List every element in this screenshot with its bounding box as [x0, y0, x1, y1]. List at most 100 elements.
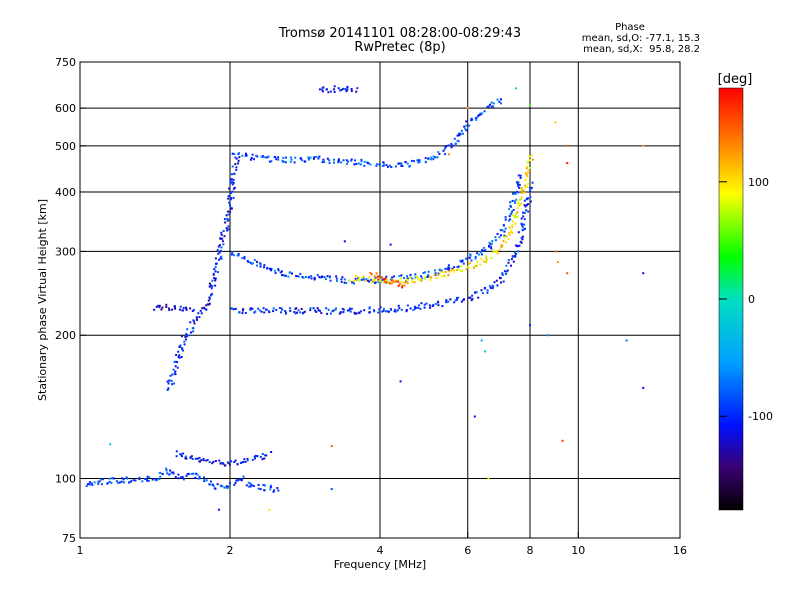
echo-dot	[268, 310, 270, 313]
echo-dot	[245, 154, 247, 157]
echo-dot	[411, 277, 414, 280]
echo-dot	[339, 89, 342, 92]
echo-dot	[509, 201, 512, 204]
echo-dot	[248, 485, 250, 488]
echo-dot	[353, 282, 355, 285]
echo-dot	[294, 312, 297, 315]
echo-dot	[414, 276, 417, 279]
echo-dot	[521, 235, 524, 238]
echo-dot	[401, 286, 404, 289]
echo-dot	[213, 268, 216, 270]
echo-dot	[525, 167, 528, 170]
echo-dot	[379, 306, 382, 309]
echo-dot	[345, 159, 348, 162]
echo-dot	[122, 478, 125, 481]
echo-dot	[438, 268, 441, 271]
echo-dot	[241, 312, 244, 315]
echo-dot	[424, 271, 426, 274]
echo-dot	[307, 156, 310, 159]
echo-dot	[270, 451, 273, 453]
echo-dot	[382, 278, 385, 281]
echo-dot	[332, 309, 335, 312]
echo-dot	[297, 309, 300, 312]
echo-dot	[346, 86, 349, 89]
echo-dot	[231, 181, 234, 183]
echo-dot	[203, 479, 206, 482]
echo-dot	[435, 277, 438, 279]
echo-dot	[398, 283, 401, 286]
point-27	[466, 107, 469, 110]
echo-dot	[492, 102, 495, 105]
echo-dot	[265, 454, 268, 457]
echo-dot	[273, 489, 276, 492]
echo-dot	[208, 302, 211, 305]
echo-dot	[99, 478, 102, 481]
echo-dot	[482, 259, 485, 262]
echo-dot	[176, 361, 179, 364]
echo-dot	[279, 307, 281, 309]
echo-dot	[362, 278, 365, 281]
echo-dot	[169, 374, 172, 377]
echo-dot	[494, 236, 497, 239]
echo-dot	[126, 477, 129, 480]
grid-lines	[80, 62, 680, 538]
echo-dot	[479, 251, 482, 254]
echo-dot	[377, 275, 379, 278]
echo-dot	[520, 222, 523, 225]
echo-dot	[280, 270, 283, 273]
echo-dot	[522, 211, 524, 214]
echo-dot	[198, 460, 201, 463]
echo-dot	[507, 261, 510, 264]
echo-dot	[166, 389, 169, 391]
trace-9	[318, 85, 359, 94]
echo-dot	[282, 160, 285, 163]
echo-dot	[270, 269, 273, 272]
echo-dot	[409, 307, 412, 310]
echo-dot	[525, 209, 528, 212]
echo-dot	[373, 309, 375, 312]
colorbar-ticks: 100 0 -100	[719, 176, 773, 423]
echo-dot	[325, 88, 328, 91]
echo-dot	[397, 280, 400, 283]
echo-dot	[165, 467, 168, 470]
echo-dot	[422, 272, 425, 274]
echo-dot	[211, 483, 214, 486]
echo-dot	[431, 305, 434, 307]
echo-dot	[208, 296, 211, 299]
echo-dot	[165, 303, 168, 306]
echo-dot	[502, 280, 505, 283]
echo-dot	[498, 248, 501, 251]
echo-dot	[235, 169, 238, 171]
echo-dot	[513, 251, 516, 254]
echo-dot	[524, 172, 527, 174]
echo-dot	[218, 244, 221, 247]
echo-dot	[515, 198, 518, 201]
echo-dot	[176, 366, 179, 369]
echo-dot	[165, 306, 168, 308]
echo-dot	[474, 257, 477, 260]
echo-dot	[91, 484, 94, 487]
echo-dot	[233, 153, 236, 156]
echo-dot	[233, 186, 236, 189]
echo-dot	[310, 275, 313, 277]
echo-dot	[243, 255, 246, 258]
point-3	[566, 144, 569, 147]
echo-dot	[401, 284, 404, 287]
echo-dot	[393, 281, 396, 284]
echo-dot	[505, 270, 508, 273]
echo-dot	[514, 255, 517, 258]
echo-dot	[408, 164, 411, 167]
echo-dot	[399, 162, 401, 165]
echo-dot	[382, 161, 385, 164]
echo-dot	[465, 257, 468, 260]
echo-dot	[488, 103, 491, 106]
echo-dot	[465, 268, 468, 271]
echo-dot	[511, 231, 514, 234]
echo-dot	[350, 89, 353, 92]
echo-dot	[434, 269, 437, 272]
echo-dot	[517, 200, 520, 203]
echo-dot	[274, 272, 277, 275]
echo-dot	[417, 277, 420, 280]
echo-dot	[520, 217, 523, 220]
echo-dot	[224, 221, 227, 224]
